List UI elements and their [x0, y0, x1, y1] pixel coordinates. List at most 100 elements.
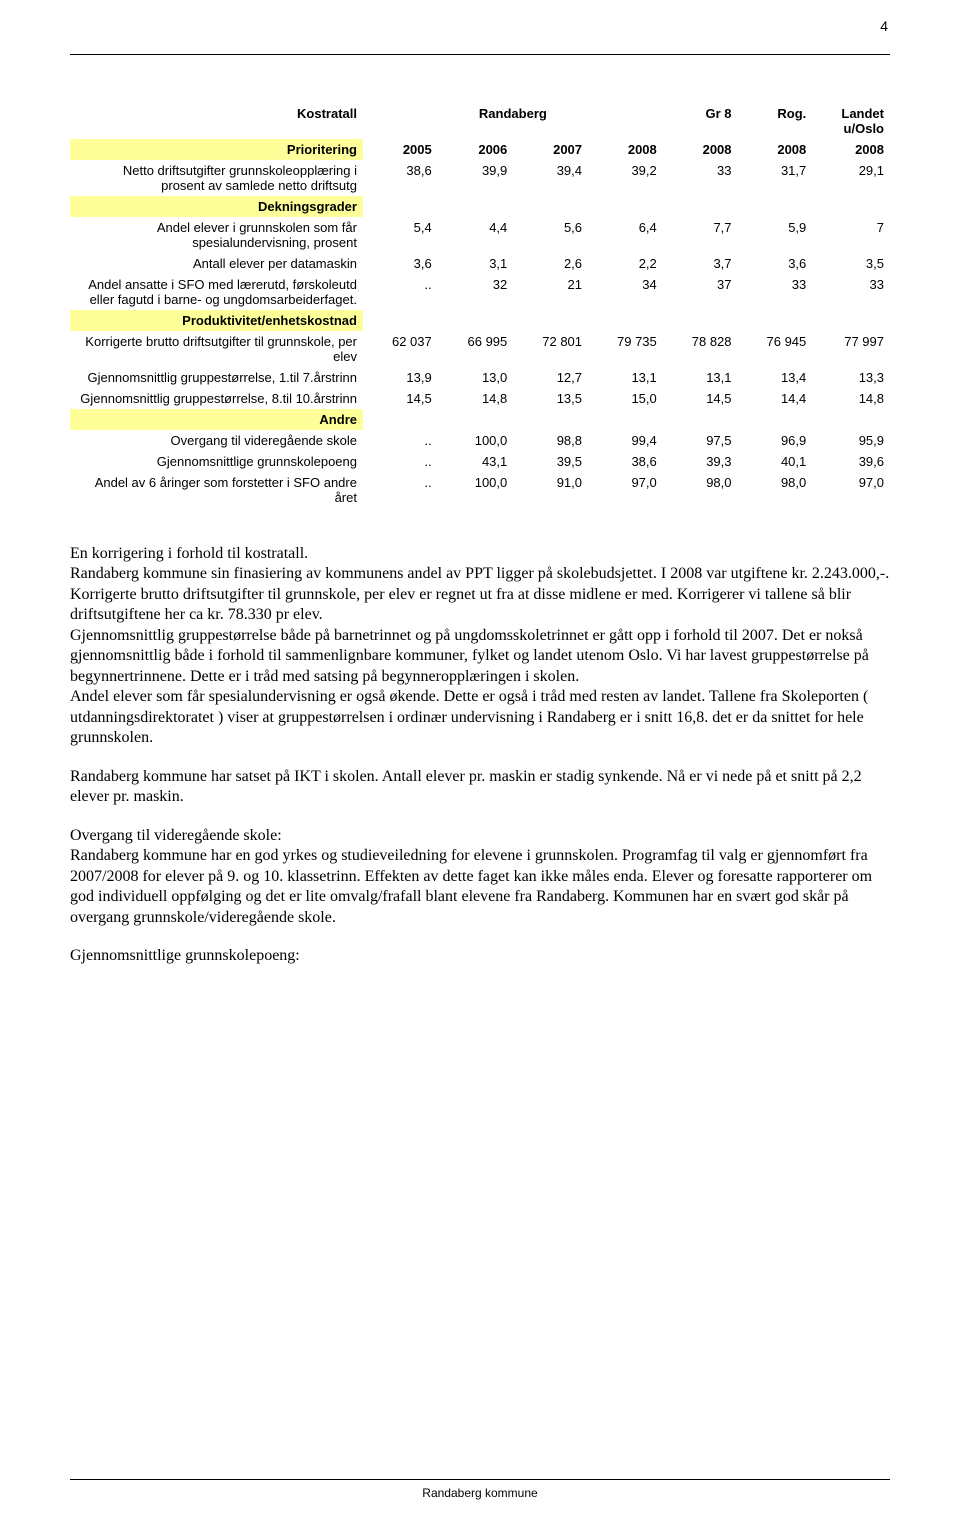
- cell: 98,0: [663, 472, 738, 508]
- row-label: Andel elever i grunnskolen som får spesi…: [70, 217, 363, 253]
- section-label: Prioritering: [70, 139, 363, 160]
- header-row-1: Kostratall Randaberg Gr 8 Rog. Landet u/…: [70, 103, 890, 139]
- cell: 38,6: [363, 160, 438, 196]
- cell: 40,1: [738, 451, 813, 472]
- kostra-table: Kostratall Randaberg Gr 8 Rog. Landet u/…: [70, 103, 890, 508]
- footer-rule: [70, 1479, 890, 1480]
- cell: 3,6: [738, 253, 813, 274]
- paragraph-2: Randaberg kommune har satset på IKT i sk…: [70, 767, 890, 808]
- top-rule: [70, 54, 890, 55]
- header-rog: Rog.: [738, 103, 813, 139]
- cell: ..: [363, 430, 438, 451]
- cell: 5,6: [513, 217, 588, 253]
- cell: 31,7: [738, 160, 813, 196]
- cell: 13,5: [513, 388, 588, 409]
- cell: 14,8: [812, 388, 890, 409]
- cell: ..: [363, 472, 438, 508]
- page: 4 Kostratall Randaberg Gr 8 Rog. Landet …: [0, 0, 960, 1528]
- cell: 99,4: [588, 430, 663, 451]
- cell: 2,2: [588, 253, 663, 274]
- cell: 62 037: [363, 331, 438, 367]
- cell: 66 995: [438, 331, 514, 367]
- table-row: Andel elever i grunnskolen som får spesi…: [70, 217, 890, 253]
- footer-text: Randaberg kommune: [422, 1486, 537, 1500]
- year-1: 2006: [438, 139, 514, 160]
- section-label: Andre: [70, 409, 363, 430]
- cell: 13,1: [588, 367, 663, 388]
- year-5: 2008: [738, 139, 813, 160]
- cell: 97,5: [663, 430, 738, 451]
- cell: 3,6: [363, 253, 438, 274]
- cell: 78 828: [663, 331, 738, 367]
- cell: ..: [363, 451, 438, 472]
- table-row: Andel ansatte i SFO med lærerutd, førsko…: [70, 274, 890, 310]
- cell: 95,9: [812, 430, 890, 451]
- row-label: Gjennomsnittlige grunnskolepoeng: [70, 451, 363, 472]
- cell: 79 735: [588, 331, 663, 367]
- cell: 76 945: [738, 331, 813, 367]
- cell: 100,0: [438, 472, 514, 508]
- table-row: Overgang til videregående skole .. 100,0…: [70, 430, 890, 451]
- cell: 39,4: [513, 160, 588, 196]
- cell: 37: [663, 274, 738, 310]
- row-label: Gjennomsnittlig gruppestørrelse, 8.til 1…: [70, 388, 363, 409]
- cell: 14,5: [363, 388, 438, 409]
- cell: 2,6: [513, 253, 588, 274]
- cell: 3,1: [438, 253, 514, 274]
- body-text: En korrigering i forhold til kostratall.…: [70, 544, 890, 966]
- year-2: 2007: [513, 139, 588, 160]
- cell: 3,5: [812, 253, 890, 274]
- paragraph-1: En korrigering i forhold til kostratall.…: [70, 544, 890, 749]
- section-andre: Andre: [70, 409, 890, 430]
- cell: 97,0: [812, 472, 890, 508]
- cell: 5,4: [363, 217, 438, 253]
- cell: 91,0: [513, 472, 588, 508]
- cell: 14,4: [738, 388, 813, 409]
- year-4: 2008: [663, 139, 738, 160]
- row-label: Andel ansatte i SFO med lærerutd, førsko…: [70, 274, 363, 310]
- row-label: Andel av 6 åringer som forstetter i SFO …: [70, 472, 363, 508]
- header-landet: Landet u/Oslo: [812, 103, 890, 139]
- table-row: Gjennomsnittlige grunnskolepoeng .. 43,1…: [70, 451, 890, 472]
- cell: 96,9: [738, 430, 813, 451]
- cell: 39,2: [588, 160, 663, 196]
- cell: 13,9: [363, 367, 438, 388]
- row-label: Antall elever per datamaskin: [70, 253, 363, 274]
- table-row: Andel av 6 åringer som forstetter i SFO …: [70, 472, 890, 508]
- cell: 38,6: [588, 451, 663, 472]
- cell: 39,3: [663, 451, 738, 472]
- footer: Randaberg kommune: [0, 1479, 960, 1500]
- row-label: Overgang til videregående skole: [70, 430, 363, 451]
- cell: 14,5: [663, 388, 738, 409]
- cell: 98,8: [513, 430, 588, 451]
- section-produktivitet: Produktivitet/enhetskostnad: [70, 310, 890, 331]
- cell: 7,7: [663, 217, 738, 253]
- cell: 4,4: [438, 217, 514, 253]
- cell: 72 801: [513, 331, 588, 367]
- cell: 97,0: [588, 472, 663, 508]
- cell: 98,0: [738, 472, 813, 508]
- paragraph-4: Gjennomsnittlige grunnskolepoeng:: [70, 946, 890, 966]
- cell: 77 997: [812, 331, 890, 367]
- row-label: Gjennomsnittlig gruppestørrelse, 1.til 7…: [70, 367, 363, 388]
- table-row: Gjennomsnittlig gruppestørrelse, 8.til 1…: [70, 388, 890, 409]
- header-kostratall: Kostratall: [70, 103, 363, 139]
- year-3: 2008: [588, 139, 663, 160]
- cell: 33: [663, 160, 738, 196]
- row-label: Korrigerte brutto driftsutgifter til gru…: [70, 331, 363, 367]
- cell: 100,0: [438, 430, 514, 451]
- cell: 39,5: [513, 451, 588, 472]
- cell: 3,7: [663, 253, 738, 274]
- section-dekningsgrader: Dekningsgrader: [70, 196, 890, 217]
- cell: 33: [812, 274, 890, 310]
- table-row: Korrigerte brutto driftsutgifter til gru…: [70, 331, 890, 367]
- paragraph-3: Overgang til videregående skole: Randabe…: [70, 826, 890, 928]
- header-randaberg: Randaberg: [363, 103, 663, 139]
- cell: 12,7: [513, 367, 588, 388]
- cell: ..: [363, 274, 438, 310]
- cell: 15,0: [588, 388, 663, 409]
- table-row: Gjennomsnittlig gruppestørrelse, 1.til 7…: [70, 367, 890, 388]
- header-gr8: Gr 8: [663, 103, 738, 139]
- table-row: Netto driftsutgifter grunnskoleopplæring…: [70, 160, 890, 196]
- cell: 21: [513, 274, 588, 310]
